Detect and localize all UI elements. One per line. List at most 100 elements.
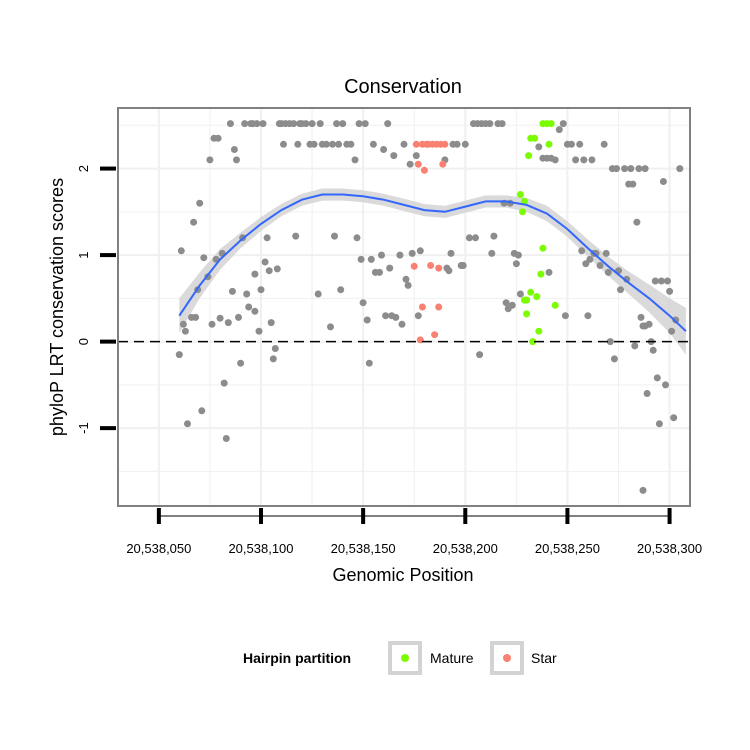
data-point-other [235, 313, 242, 321]
data-point-other [257, 286, 265, 294]
data-point-other [181, 327, 189, 335]
data-point-other [331, 232, 338, 240]
data-point-mature [539, 244, 547, 252]
data-point-other [472, 234, 479, 242]
data-point-other [555, 126, 563, 134]
data-point-mature [533, 293, 541, 301]
legend-marker-mature [401, 654, 409, 662]
data-point-other [206, 156, 214, 164]
data-point-other [339, 120, 347, 128]
legend-title: Hairpin partition [243, 650, 351, 666]
data-point-other [316, 120, 324, 128]
x-tick-label: 20,538,200 [433, 541, 498, 556]
data-point-other [361, 120, 369, 128]
data-point-other [179, 320, 187, 328]
y-tick-label: 0 [76, 338, 91, 345]
data-point-star [435, 303, 443, 311]
plot-panel [118, 108, 690, 506]
data-point-other [335, 140, 343, 148]
data-point-other [200, 254, 208, 262]
data-point-other [333, 120, 341, 128]
data-point-other [269, 355, 277, 363]
x-tick-label: 20,538,150 [331, 541, 396, 556]
data-point-other [655, 420, 663, 428]
data-point-other [584, 312, 592, 320]
data-point-other [461, 140, 469, 148]
data-point-mature [516, 191, 524, 198]
legend-marker-star [503, 654, 511, 662]
data-point-other [617, 286, 624, 294]
data-point-other [222, 435, 230, 442]
data-point-other [672, 316, 680, 324]
data-point-other [408, 249, 416, 257]
data-point-other [302, 120, 310, 128]
data-point-mature [529, 338, 537, 346]
data-point-mature [523, 310, 531, 318]
data-point-other [559, 120, 567, 128]
chart-title: Conservation [344, 76, 462, 98]
data-point-other [639, 486, 647, 494]
data-point-other [516, 290, 524, 298]
data-point-other [627, 165, 635, 173]
data-point-other [273, 265, 281, 273]
data-point-other [327, 323, 334, 331]
data-point-other [662, 381, 669, 389]
data-point-other [637, 313, 645, 321]
data-point-mature [519, 208, 526, 216]
data-point-other [641, 322, 649, 330]
data-point-star [414, 160, 422, 168]
data-point-mature [525, 152, 533, 160]
data-point-other [378, 251, 385, 259]
data-point-other [568, 140, 575, 148]
data-point-other [357, 255, 365, 263]
data-point-other [359, 299, 367, 307]
data-point-other [402, 275, 410, 283]
data-point-other [633, 218, 641, 226]
y-tick-label: -1 [76, 422, 91, 434]
data-point-other [365, 359, 373, 367]
data-point-other [337, 286, 345, 294]
data-point-other [351, 156, 359, 164]
legend: Hairpin partition Mature Star [243, 641, 557, 675]
data-point-other [228, 287, 236, 295]
data-point-other [347, 140, 355, 148]
legend-label-star: Star [531, 650, 557, 666]
data-point-other [514, 251, 522, 259]
data-point-other [384, 120, 392, 128]
data-point-other [635, 165, 643, 173]
data-point-mature [527, 288, 535, 296]
data-point-other [588, 156, 596, 164]
data-point-other [290, 120, 298, 128]
y-tick-label: 1 [76, 251, 91, 258]
data-point-other [561, 312, 569, 320]
data-point-mature [537, 270, 545, 278]
data-point-other [447, 249, 455, 257]
data-point-other [465, 234, 473, 242]
data-point-other [259, 120, 267, 128]
data-point-star [427, 262, 435, 269]
data-point-other [508, 301, 516, 309]
data-point-star [420, 166, 428, 174]
data-point-other [398, 320, 406, 328]
data-point-other [610, 355, 618, 363]
data-point-other [322, 140, 330, 148]
scatter-points [175, 120, 684, 494]
data-point-star [431, 331, 439, 339]
y-axis: -1 0 1 2 [76, 165, 116, 434]
data-point-other [453, 140, 461, 148]
data-point-other [653, 374, 661, 382]
data-point-other [535, 143, 543, 151]
data-point-other [380, 146, 388, 153]
data-point-other [253, 120, 261, 128]
data-point-other [404, 281, 412, 289]
data-point-other [363, 316, 371, 324]
data-point-other [243, 290, 251, 298]
data-point-other [670, 414, 678, 422]
data-point-other [641, 165, 649, 173]
data-point-other [267, 319, 275, 327]
data-point-other [606, 338, 614, 346]
data-point-other [459, 262, 467, 269]
legend-label-mature: Mature [430, 650, 474, 666]
data-point-other [382, 312, 390, 320]
data-point-other [400, 140, 408, 148]
